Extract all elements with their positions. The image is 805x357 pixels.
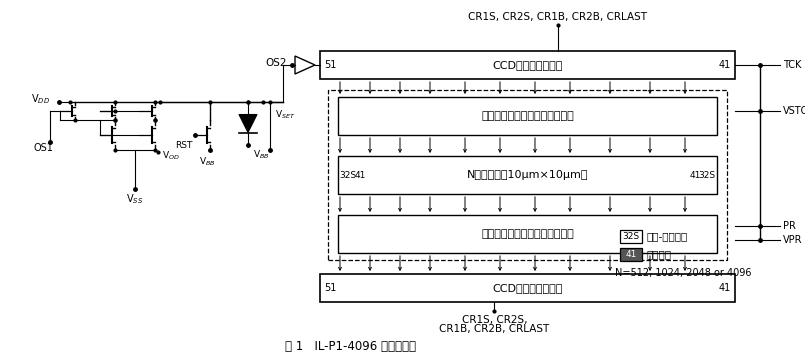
- Text: 图 1   IL-P1-4096 的内部结构: 图 1 IL-P1-4096 的内部结构: [284, 341, 415, 353]
- Text: 41: 41: [689, 171, 700, 180]
- Text: 41: 41: [625, 250, 637, 259]
- Text: 51: 51: [324, 60, 336, 70]
- Bar: [620, 248, 642, 261]
- Text: 41: 41: [719, 283, 731, 293]
- Bar: [328, 90, 727, 260]
- Bar: [338, 156, 717, 194]
- Text: 隔离像素: 隔离像素: [646, 250, 671, 260]
- Text: V$_{SS}$: V$_{SS}$: [126, 192, 143, 206]
- Text: 32S: 32S: [699, 171, 716, 180]
- Text: OS1: OS1: [33, 143, 53, 153]
- Text: V$_{DD}$: V$_{DD}$: [31, 92, 50, 106]
- Text: TCK: TCK: [783, 60, 801, 70]
- Bar: [620, 230, 642, 243]
- Polygon shape: [239, 115, 257, 132]
- Text: V$_{BB}$: V$_{BB}$: [253, 149, 270, 161]
- Text: V$_{OD}$: V$_{OD}$: [162, 150, 180, 162]
- Text: CR1S, CR2S, CR1B, CR2B, CRLAST: CR1S, CR2S, CR1B, CR2B, CRLAST: [468, 12, 647, 22]
- Text: N=512, 1024, 2048 or 4096: N=512, 1024, 2048 or 4096: [615, 268, 752, 278]
- Text: VSTOR: VSTOR: [783, 106, 805, 116]
- Bar: [320, 274, 735, 302]
- Text: N光敏单元（10μm×10μm）: N光敏单元（10μm×10μm）: [467, 170, 588, 180]
- Text: 亮度-屏蔽像素: 亮度-屏蔽像素: [646, 231, 687, 241]
- Bar: [338, 97, 717, 135]
- Text: 带曝光控制和复位结构的存储井: 带曝光控制和复位结构的存储井: [481, 111, 574, 121]
- Text: V$_{BB}$: V$_{BB}$: [199, 156, 215, 168]
- Text: 32S: 32S: [622, 232, 639, 241]
- Text: VPR: VPR: [783, 235, 803, 245]
- Text: CR1S, CR2S,: CR1S, CR2S,: [461, 315, 527, 325]
- Text: V$_{SET}$: V$_{SET}$: [275, 109, 295, 121]
- Text: 32S: 32S: [340, 171, 357, 180]
- Text: 41: 41: [719, 60, 731, 70]
- Text: 51: 51: [324, 283, 336, 293]
- Text: CR1B, CR2B, CRLAST: CR1B, CR2B, CRLAST: [440, 324, 550, 334]
- Text: PR: PR: [783, 221, 796, 231]
- Bar: [338, 215, 717, 253]
- Text: RST: RST: [175, 141, 192, 150]
- Text: 41: 41: [354, 171, 365, 180]
- Bar: [320, 51, 735, 79]
- Text: 带曝光控制和复位结构的存储井: 带曝光控制和复位结构的存储井: [481, 229, 574, 239]
- Text: OS2: OS2: [266, 58, 287, 68]
- Text: CCD读出移位寄存器: CCD读出移位寄存器: [493, 60, 563, 70]
- Text: CCD读出移位寄存器: CCD读出移位寄存器: [493, 283, 563, 293]
